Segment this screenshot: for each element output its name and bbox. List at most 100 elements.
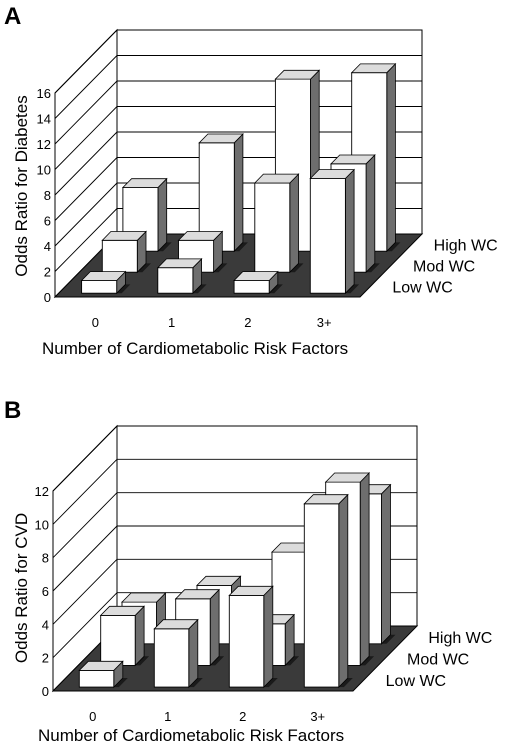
bar-side [386,62,396,253]
series-label: Low WC [392,280,452,297]
bar-side [344,168,355,295]
bar-shadow [360,656,375,666]
x-tick-label: 1 [168,315,175,330]
y-tick-label: 0 [44,290,51,305]
bar-top [156,258,203,269]
y-tick-label: 4 [42,617,49,632]
bar [233,270,283,295]
y-tick-label: 12 [37,137,51,152]
bar-side [188,618,199,689]
bar [101,230,151,274]
bar [228,585,278,689]
panel-a-x-axis-title: Number of Cardiometabolic Risk Factors [42,339,348,358]
bar-shadow [210,656,225,666]
y-tick-label: 14 [37,112,51,127]
bar [303,493,353,689]
bar-front [101,239,138,273]
gridline [54,55,422,119]
bar-shadow [289,263,304,273]
x-tick-label: 3+ [310,709,325,724]
series-label: High WC [428,630,492,647]
bar-top [101,231,147,241]
bar-shadow [116,284,131,294]
bar [156,257,207,295]
bar-top [121,178,168,188]
bar-front [157,267,194,294]
y-tick-label: 6 [44,214,51,229]
bar-top [303,494,349,505]
gridline [54,106,422,170]
bar-front [100,614,136,666]
bar-top [198,133,244,144]
series-label: Mod WC [407,652,469,669]
bar-top [324,472,371,483]
y-tick-label: 16 [37,86,51,101]
y-tick-label: 0 [42,684,49,699]
series-label: Mod WC [413,259,475,276]
bar-front [78,669,115,688]
x-tick-label: 0 [92,315,99,330]
series-label: High WC [434,238,498,255]
y-tick-label: 10 [37,163,51,178]
bar-front [81,280,118,294]
bar-side [157,177,168,253]
bar [121,177,172,253]
bar-shadow [285,656,300,666]
bar-shadow [188,678,203,688]
bar-side [365,154,376,274]
bar-side [338,493,349,689]
bar-top [233,271,279,281]
bar [253,173,304,274]
bar-front [228,594,265,688]
series-label: Low WC [386,673,446,690]
bar-top [121,592,167,603]
y-tick-label: 10 [35,517,49,532]
bar-top [174,589,221,600]
bar-side [289,173,299,274]
bar-shadow [192,284,207,294]
gridline [54,157,422,221]
y-tick-label: 12 [35,484,49,499]
bar [309,168,360,295]
y-tick-label: 2 [42,651,49,666]
bar-side [263,585,274,689]
bar-shadow [381,634,396,644]
gridline [52,492,417,559]
bar-side [209,588,220,667]
gridline [54,80,422,145]
x-tick-label: 0 [89,709,96,724]
x-tick-label: 2 [239,709,246,724]
panel-b-y-axis-title: Odds Ratio for CVD [12,513,31,663]
y-tick-label: 6 [42,584,49,599]
bar-shadow [338,678,353,688]
bar-top [309,169,356,179]
bar-top [350,63,397,74]
panel-b: B Odds Ratio for CVD Number of Cardiomet… [4,397,492,745]
panel-b-x-axis-title: Number of Cardiometabolic Risk Factors [38,726,344,745]
bar-shadow [113,678,128,688]
bar-shadow [386,242,401,252]
bar-top [153,619,199,630]
gridline [54,131,422,196]
bar-shadow [158,242,172,252]
bar-side [359,472,370,667]
bar-shadow [269,284,283,294]
bar-front [153,628,190,688]
bar [78,660,128,689]
panel-a-letter: A [4,3,21,30]
y-tick-label: 8 [44,188,51,203]
bar-shadow [366,263,380,273]
x-tick-label: 3+ [317,315,332,330]
bar-side [233,133,244,253]
bar-top [330,154,376,165]
gridline [52,458,417,525]
y-tick-label: 8 [42,551,49,566]
bar-shadow [135,656,150,666]
bar-shadow [213,263,228,273]
bar-top [253,173,300,184]
bar-shadow [137,263,151,273]
bar-top [177,231,224,241]
